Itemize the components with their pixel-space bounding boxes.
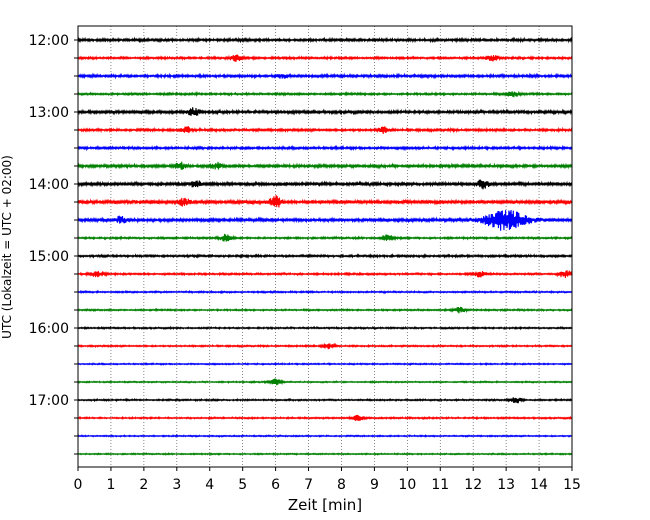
- seismogram-trace-1430: [77, 210, 573, 231]
- x-axis-label: Zeit [min]: [288, 496, 362, 514]
- plot-frame: [77, 25, 573, 468]
- y-tick-label: 12:00: [29, 33, 69, 49]
- seismogram-traces: [77, 36, 573, 457]
- x-tick-label: 10: [398, 477, 416, 493]
- seismogram-trace-1500: [77, 253, 573, 260]
- x-tick-label: 6: [271, 477, 280, 493]
- seismogram-trace-1545: [77, 306, 573, 314]
- x-tick-label: 1: [106, 477, 115, 493]
- x-tick-label: 5: [238, 477, 247, 493]
- seismogram-trace-1530: [77, 289, 573, 295]
- seismogram-trace-1200: [77, 36, 573, 44]
- seismogram-trace-1245: [77, 90, 573, 98]
- x-tick-label: 11: [431, 477, 449, 493]
- seismogram-trace-1615: [77, 342, 573, 350]
- y-tick-label: 14:00: [29, 177, 69, 193]
- x-tick-label: 2: [139, 477, 148, 493]
- x-tick-label: 3: [172, 477, 181, 493]
- seismogram-trace-1445: [77, 233, 573, 242]
- seismogram-trace-1400: [77, 179, 573, 190]
- seismogram-trace-1745: [77, 452, 573, 457]
- seismogram-trace-1600: [77, 325, 573, 331]
- y-axis-ticks: 12:00 13:00 14:00 15:00 16:00 17:00: [29, 33, 78, 455]
- seismogram-trace-1715: [77, 414, 573, 422]
- seismogram-trace-1345: [77, 161, 573, 170]
- y-axis-label: UTC (Lokalzeit = UTC + 02:00): [0, 155, 14, 339]
- x-tick-label: 13: [497, 477, 515, 493]
- x-tick-label: 8: [337, 477, 346, 493]
- seismogram-trace-1630: [77, 362, 573, 367]
- y-tick-label: 13:00: [29, 105, 69, 121]
- y-tick-label: 17:00: [29, 393, 69, 409]
- x-tick-label: 7: [304, 477, 313, 493]
- seismogram-trace-1330: [77, 144, 573, 152]
- x-tick-label: 14: [530, 477, 548, 493]
- seismogram-trace-1230: [77, 72, 573, 80]
- x-tick-label: 0: [74, 477, 83, 493]
- seismogram-trace-1700: [77, 397, 573, 404]
- seismogram-trace-1215: [77, 54, 573, 62]
- seismogram-trace-1645: [77, 378, 573, 386]
- seismogram-trace-1730: [77, 434, 573, 438]
- x-tick-label: 4: [205, 477, 214, 493]
- x-axis-ticks: 0 1 2 3 4 5 6 7 8 9 10 11 12 13 14 15: [74, 467, 581, 493]
- seismogram-trace-1300: [77, 107, 573, 116]
- x-tick-label: 9: [370, 477, 379, 493]
- y-tick-label: 16:00: [29, 321, 69, 337]
- y-tick-label: 15:00: [29, 249, 69, 265]
- x-tick-label: 12: [464, 477, 482, 493]
- seismogram-trace-1415: [77, 194, 573, 208]
- seismogram-trace-1315: [77, 126, 573, 134]
- seismogram-trace-1515: [77, 270, 573, 279]
- x-tick-label: 15: [563, 477, 581, 493]
